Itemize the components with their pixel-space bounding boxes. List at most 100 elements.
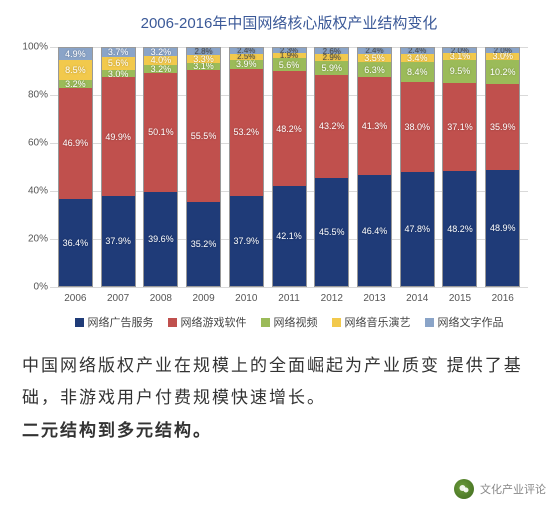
segment-label: 48.9%: [490, 223, 516, 233]
segment-label: 55.5%: [191, 131, 217, 141]
bar-segment: 8.5%: [59, 60, 92, 80]
bar-column: 37.9%49.9%3.0%5.6%3.7%: [97, 47, 140, 287]
stacked-bar: 37.9%49.9%3.0%5.6%3.7%: [101, 47, 136, 287]
segment-label: 48.2%: [447, 224, 473, 234]
bar-segment: 46.4%: [358, 175, 391, 286]
bar-column: 45.5%43.2%5.9%2.9%2.6%: [310, 47, 353, 287]
segment-label: 3.9%: [236, 60, 257, 69]
segment-label: 2.0%: [494, 48, 512, 53]
y-tick: 100%: [22, 42, 48, 53]
x-tick: 2016: [481, 293, 524, 304]
stacked-bar: 46.4%41.3%6.3%3.5%2.4%: [357, 47, 392, 287]
legend-swatch: [75, 318, 84, 327]
bar-segment: 2.8%: [187, 48, 220, 55]
x-tick: 2008: [139, 293, 182, 304]
chart-container: 2006-2016年中国网络核心版权产业结构变化 0%20%40%60%80%1…: [0, 0, 558, 338]
segment-label: 43.2%: [319, 121, 345, 131]
bar-segment: 47.8%: [401, 172, 434, 286]
segment-label: 46.9%: [63, 138, 89, 148]
y-axis: 0%20%40%60%80%100%: [16, 47, 50, 287]
bar-segment: 3.7%: [102, 48, 135, 57]
segment-label: 48.2%: [276, 124, 302, 134]
bar-column: 46.4%41.3%6.3%3.5%2.4%: [353, 47, 396, 287]
bar-segment: 3.2%: [144, 65, 177, 73]
bar-segment: 2.4%: [401, 48, 434, 54]
bar-segment: 5.9%: [315, 61, 348, 75]
bar-segment: 37.9%: [230, 196, 263, 286]
legend-swatch: [332, 318, 341, 327]
bar-segment: 2.6%: [315, 48, 348, 54]
segment-label: 39.6%: [148, 234, 174, 244]
segment-label: 6.3%: [364, 65, 385, 75]
bar-segment: 5.6%: [273, 58, 306, 71]
legend-label: 网络文字作品: [438, 314, 504, 330]
legend-label: 网络音乐演艺: [345, 314, 411, 330]
bar-segment: 38.0%: [401, 82, 434, 172]
segment-label: 2.9%: [323, 54, 341, 61]
x-tick: 2015: [439, 293, 482, 304]
bar-segment: 2.9%: [315, 54, 348, 61]
segment-label: 3.0%: [492, 53, 513, 60]
segment-label: 2.8%: [194, 48, 212, 55]
stacked-bar: 48.2%37.1%9.5%3.1%2.0%: [442, 47, 477, 287]
segment-label: 8.4%: [407, 67, 428, 77]
bar-segment: 2.0%: [486, 48, 519, 53]
footer-label: 文化产业评论: [480, 481, 546, 497]
stacked-bar: 42.1%48.2%5.6%1.9%2.3%: [272, 47, 307, 287]
body-line1: 中国网络版权产业在规模上的全面崛起为产业质变: [22, 356, 440, 375]
segment-label: 42.1%: [276, 231, 302, 241]
bar-segment: 3.3%: [187, 55, 220, 63]
segment-label: 3.2%: [151, 65, 172, 73]
segment-label: 5.9%: [322, 63, 343, 73]
bar-segment: 43.2%: [315, 75, 348, 178]
bar-segment: 35.2%: [187, 202, 220, 286]
segment-label: 37.9%: [105, 236, 131, 246]
stacked-bars: 36.4%46.9%3.2%8.5%4.9%37.9%49.9%3.0%5.6%…: [50, 47, 528, 287]
stacked-bar: 37.9%53.2%3.9%2.5%2.4%: [229, 47, 264, 287]
bar-segment: 4.9%: [59, 48, 92, 60]
segment-label: 4.9%: [65, 49, 86, 59]
bar-segment: 36.4%: [59, 199, 92, 286]
bar-segment: 3.2%: [59, 80, 92, 88]
bar-segment: 53.2%: [230, 69, 263, 196]
bar-segment: 55.5%: [187, 70, 220, 202]
bar-segment: 5.6%: [102, 57, 135, 70]
segment-label: 46.4%: [362, 226, 388, 236]
segment-label: 41.3%: [362, 121, 388, 131]
y-tick: 0%: [34, 282, 48, 293]
bar-column: 36.4% 46.9% 3.2%8.5%4.9%: [54, 47, 97, 287]
x-tick: 2007: [97, 293, 140, 304]
y-tick: 60%: [28, 138, 48, 149]
y-tick: 80%: [28, 90, 48, 101]
bar-segment: 48.9%: [486, 170, 519, 286]
segment-label: 3.1%: [193, 63, 214, 70]
bar-segment: 39.6%: [144, 192, 177, 286]
bar-segment: 48.2%: [273, 71, 306, 186]
segment-label: 3.4%: [407, 54, 428, 62]
stacked-bar: 47.8% 38.0% 8.4% 3.4%2.4%: [400, 47, 435, 287]
plot-area: 0%20%40%60%80%100% 36.4%46.9%3.2%8.5%4.9…: [50, 47, 528, 304]
bar-segment: 4.0%: [144, 56, 177, 66]
bar-segment: 1.9%: [273, 53, 306, 58]
y-tick: 40%: [28, 186, 48, 197]
legend-swatch: [168, 318, 177, 327]
bar-column: 39.6%50.1%3.2%4.0%3.2%: [139, 47, 182, 287]
legend-swatch: [425, 318, 434, 327]
x-tick: 2011: [268, 293, 311, 304]
bar-column: 42.1%48.2%5.6%1.9%2.3%: [268, 47, 311, 287]
legend-swatch: [261, 318, 270, 327]
bar-segment: 37.9%: [102, 196, 135, 286]
segment-label: 2.4%: [237, 48, 255, 54]
bar-column: 35.2% 55.5% 3.1%3.3%2.8%: [182, 47, 225, 287]
bar-segment: 49.9%: [102, 77, 135, 196]
bar-column: 47.8% 38.0% 8.4% 3.4%2.4%: [396, 47, 439, 287]
chart-legend: 网络广告服务网络游戏软件网络视频网络音乐演艺网络文字作品: [50, 314, 528, 330]
x-tick: 2006: [54, 293, 97, 304]
bar-segment: 2.5%: [230, 54, 263, 60]
segment-label: 3.2%: [65, 80, 86, 88]
chart-title: 2006-2016年中国网络核心版权产业结构变化: [50, 12, 528, 33]
segment-label: 47.8%: [404, 224, 430, 234]
segment-label: 9.5%: [450, 66, 471, 76]
segment-label: 35.2%: [191, 239, 217, 249]
bar-segment: 8.4%: [401, 62, 434, 82]
